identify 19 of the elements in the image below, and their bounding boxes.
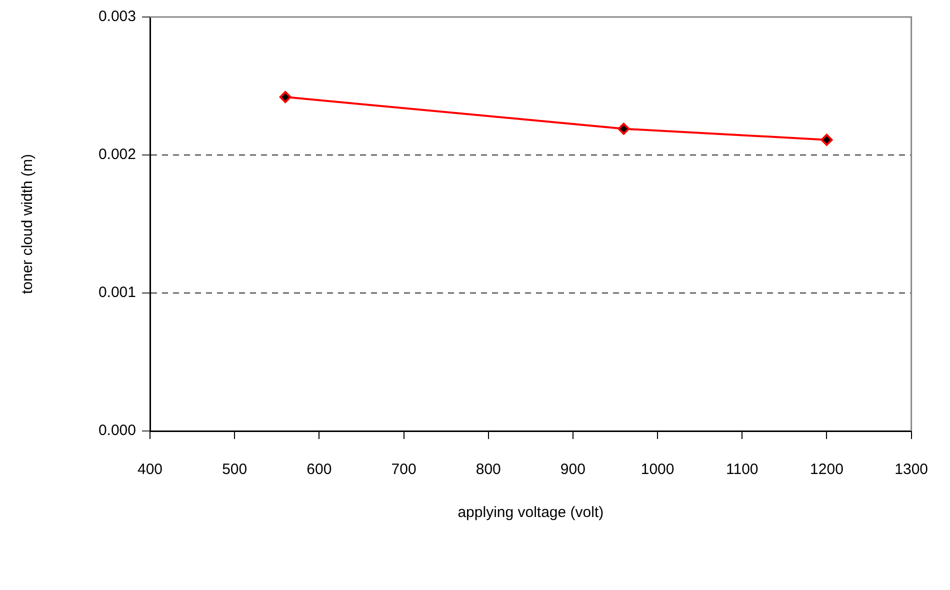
x-tick-label: 1200 [810, 461, 844, 478]
x-tick-label: 400 [137, 461, 163, 478]
y-tick-label: 0.000 [98, 422, 136, 440]
x-axis-title: applying voltage (volt) [458, 504, 604, 522]
x-tick-label: 1000 [640, 461, 674, 478]
y-tick-label: 0.003 [98, 8, 136, 26]
y-axis-title: toner cloud width (m) [19, 154, 36, 294]
point [279, 91, 292, 104]
x-tick-label: 600 [306, 461, 332, 478]
y-tick-label: 0.001 [98, 284, 136, 302]
x-tick-label: 700 [391, 461, 416, 478]
x-tick-label: 900 [560, 461, 586, 478]
x-tick-label: 500 [222, 461, 248, 478]
x-tick-label: 1100 [726, 461, 758, 478]
y-tick-label: 0.002 [98, 146, 136, 164]
x-tick-label: 1300 [894, 461, 928, 478]
point [618, 122, 630, 135]
x-tick-label: 800 [476, 461, 501, 478]
point [820, 134, 833, 146]
